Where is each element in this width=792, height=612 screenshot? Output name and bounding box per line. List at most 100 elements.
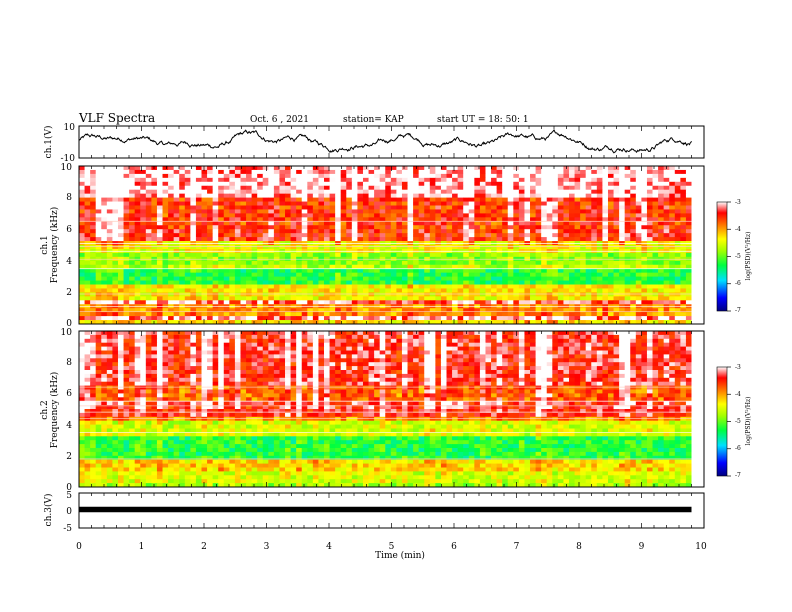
- ch1-spectrogram-cell-8-83: [541, 197, 548, 202]
- ch1-spectrogram-cell-2-51: [362, 173, 369, 179]
- ch1-spectrogram-cell-33-100: [635, 296, 642, 301]
- ch1-spectrogram-cell-5-29: [240, 185, 247, 191]
- ch1-spectrogram-cell-38-44: [324, 316, 330, 321]
- ch2-spectrogram-cell-0-62: [424, 331, 431, 336]
- ch1-spectrogram-cell-29-43: [318, 280, 325, 285]
- ch1-spectrogram-cell-3-61: [418, 177, 425, 183]
- ch1-spectrogram-cell-12-31: [251, 213, 258, 218]
- ch1-spectrogram-cell-8-93: [596, 197, 603, 202]
- ch1-spectrogram-cell-22-107: [674, 252, 681, 258]
- ch1-spectrogram-cell-11-20: [190, 209, 197, 214]
- ch1-spectrogram-cell-28-47: [340, 276, 347, 281]
- ch1-spectrogram-cell-37-87: [563, 312, 570, 317]
- ch1-spectrogram-cell-15-18: [179, 225, 186, 230]
- ch1-spectrogram-cell-38-77: [507, 316, 514, 321]
- ch1-spectrogram-cell-13-105: [663, 217, 670, 222]
- ch1-spectrogram-cell-5-41: [307, 185, 314, 191]
- ch1-spectrogram-cell-15-98: [624, 225, 631, 230]
- ch1-spectrogram-cell-37-0: [79, 312, 85, 317]
- ch1-spectrogram-cell-26-11: [140, 268, 147, 274]
- ch1-spectrogram-cell-26-73: [485, 268, 492, 274]
- ch1-spectrogram-cell-20-49: [351, 245, 358, 250]
- ch1-spectrogram-cell-8-55: [385, 197, 392, 202]
- ch1-spectrogram-cell-4-95: [607, 181, 614, 187]
- ch2-spectrogram-cell-0-75: [496, 331, 503, 336]
- ch1-spectrogram-cell-20-14: [156, 245, 163, 250]
- ch2-spectrogram-cell-1-18: [179, 334, 186, 340]
- ch2-spectrogram-cell-2-19: [184, 338, 191, 344]
- ch1-spectrogram-cell-39-44: [324, 320, 330, 325]
- ch2-spectrogram-cell-0-25: [218, 331, 225, 336]
- ch1-spectrogram-cell-6-33: [262, 189, 269, 195]
- ch1-spectrogram-cell-7-55: [385, 193, 392, 198]
- ch1-spectrogram-cell-34-45: [329, 300, 336, 305]
- ch1-spectrogram-cell-25-66: [446, 264, 453, 270]
- ch1-spectrogram-cell-12-33: [262, 213, 269, 218]
- ch1-spectrogram-cell-3-82: [535, 177, 542, 183]
- ch1-spectrogram-cell-17-94: [602, 233, 609, 238]
- ch1-spectrogram-cell-37-70: [468, 312, 475, 317]
- ch1-spectrogram-cell-9-89: [574, 201, 581, 206]
- ch1-spectrogram-cell-26-37: [285, 268, 291, 274]
- ch1-spectrogram-cell-25-3: [95, 264, 102, 270]
- ch1-spectrogram-cell-6-106: [669, 189, 676, 195]
- ch1-spectrogram-cell-16-1: [84, 229, 91, 234]
- ch1-spectrogram-cell-0-92: [591, 166, 598, 171]
- ch1-spectrogram-cell-31-80: [524, 288, 531, 293]
- ch1-spectrogram-cell-17-80: [524, 233, 531, 238]
- ch1-spectrogram-cell-18-105: [663, 237, 670, 242]
- ch1-spectrogram-cell-24-1: [84, 260, 91, 266]
- ch1-spectrogram-cell-18-22: [201, 237, 208, 242]
- ch1-spectrogram-cell-25-100: [635, 264, 642, 270]
- ch1-spectrogram-cell-14-95: [607, 221, 614, 226]
- ch1-spectrogram-cell-14-74: [491, 221, 498, 226]
- ch1-spectrogram-cell-20-100: [635, 245, 642, 250]
- ch1-spectrogram-cell-7-24: [212, 193, 219, 198]
- ch1-spectrogram-cell-33-51: [362, 296, 369, 301]
- ch1-spectrogram-cell-30-4: [101, 284, 108, 289]
- ch1-spectrogram-cell-5-15: [162, 185, 169, 191]
- ch1-spectrogram-cell-3-47: [340, 177, 347, 183]
- ch1-spectrogram-cell-15-4: [101, 225, 108, 230]
- ch1-spectrogram-cell-28-61: [418, 276, 425, 281]
- ch1-spectrogram-cell-4-70: [468, 181, 475, 187]
- ch1-spectrogram-cell-10-9: [129, 205, 136, 210]
- ch1-spectrogram-cell-20-62: [424, 245, 431, 250]
- ch1-spectrogram-cell-14-80: [524, 221, 531, 226]
- ch1-spectrogram-cell-5-23: [207, 185, 214, 191]
- ch1-spectrogram-cell-31-109: [685, 288, 692, 293]
- ch1-spectrogram-cell-0-67: [452, 166, 459, 171]
- ch1-spectrogram-cell-31-67: [452, 288, 459, 293]
- ch1-spectrogram-cell-10-65: [440, 205, 447, 210]
- ch1-spectrogram-cell-32-92: [591, 292, 598, 297]
- ch1-spectrogram-cell-20-104: [658, 245, 665, 250]
- ch1-spectrogram-cell-31-86: [557, 288, 564, 293]
- ch1-spectrogram-cell-25-69: [463, 264, 470, 270]
- ch1-spectrogram-cell-11-16: [168, 209, 175, 214]
- ch1-spectrogram-cell-33-107: [674, 296, 681, 301]
- ch1-spectrogram-cell-0-54: [379, 166, 386, 171]
- ch1-spectrogram-cell-25-37: [285, 264, 291, 270]
- ch1-spectrogram-cell-17-42: [312, 233, 319, 238]
- ch1-spectrogram-cell-32-71: [474, 292, 481, 297]
- ch1-spectrogram-cell-37-26: [223, 312, 230, 317]
- ch1-spectrogram-cell-3-37: [285, 177, 291, 183]
- ch2-spectrogram-cell-2-80: [524, 338, 531, 344]
- ch1-spectrogram-cell-1-28: [234, 169, 241, 175]
- ch1-spectrogram-cell-22-19: [184, 252, 191, 258]
- ch1-spectrogram-cell-22-64: [435, 252, 442, 258]
- ch1-spectrogram-cell-30-3: [95, 284, 102, 289]
- ch1-spectrogram-cell-17-74: [491, 233, 498, 238]
- ch1-spectrogram-cell-27-65: [440, 272, 447, 277]
- ch1-spectrogram-cell-28-18: [179, 276, 186, 281]
- ch2-spectrogram-cell-2-107: [674, 338, 681, 344]
- ch1-spectrogram-cell-17-43: [318, 233, 325, 238]
- ch1-spectrogram-cell-33-19: [184, 296, 191, 301]
- ch1-spectrogram-cell-12-48: [346, 213, 353, 218]
- ch1-spectrogram-cell-16-56: [390, 229, 397, 234]
- ch1-spectrogram-cell-12-72: [479, 213, 486, 218]
- ch1-spectrogram-cell-26-25: [218, 268, 225, 274]
- ch2-spectrogram-cell-0-77: [507, 331, 514, 336]
- ch1-spectrogram-cell-34-77: [507, 300, 514, 305]
- ch1-spectrogram-cell-31-52: [368, 288, 375, 293]
